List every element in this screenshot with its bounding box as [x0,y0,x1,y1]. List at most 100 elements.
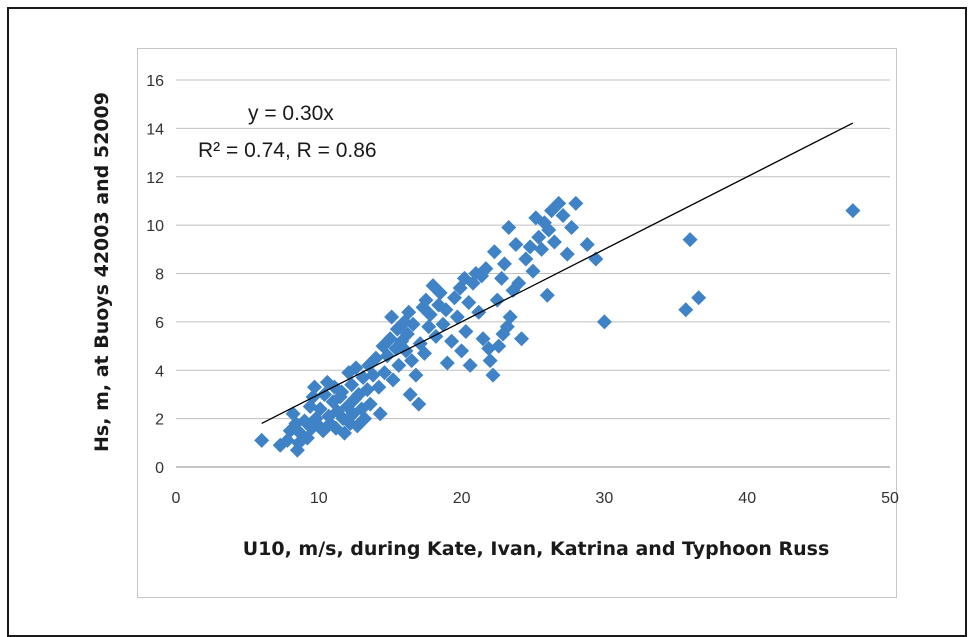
x-tick-label: 20 [453,490,471,507]
data-point [678,302,694,318]
data-point [461,295,477,311]
y-tick-label: 16 [146,73,164,90]
data-point [372,406,388,422]
x-tick-label: 10 [310,490,328,507]
data-point [416,345,432,361]
data-point [382,331,398,347]
data-point [408,367,424,383]
data-point [344,377,360,393]
data-point [481,340,497,356]
x-axis-title: U10, m/s, during Kate, Ivan, Katrina and… [243,538,830,560]
data-point [518,251,534,267]
data-point [511,275,527,291]
data-point [496,256,512,272]
data-point [541,222,557,238]
data-point [385,372,401,388]
y-tick-label: 2 [155,412,164,429]
y-axis-title: Hs, m, at Buoys 42003 and 52009 [91,92,113,452]
x-tick-label: 40 [738,490,756,507]
data-point [432,285,448,301]
data-point [514,331,530,347]
data-point [362,396,378,412]
data-point [478,261,494,277]
data-point [379,348,395,364]
data-point [337,425,353,441]
data-point [486,244,502,260]
data-point [551,195,567,211]
r-squared-label: R² = 0.74, R = 0.86 [198,139,377,162]
data-point [307,379,323,395]
data-point [475,331,491,347]
data-point [391,357,407,373]
data-point [568,195,584,211]
data-point [446,290,462,306]
y-tick-label: 14 [146,121,164,138]
data-point [422,307,438,323]
data-point [421,319,437,335]
trendline [261,122,854,425]
data-point [501,220,517,236]
data-point [546,234,562,250]
data-point [356,411,372,427]
data-point [404,353,420,369]
data-point [564,220,580,236]
data-point [845,203,861,219]
data-point [539,287,555,303]
data-point [449,309,465,325]
data-point [499,319,515,335]
data-point [531,229,547,245]
data-point [471,304,487,320]
data-point [317,386,333,402]
y-tick-label: 0 [155,460,164,477]
data-point [691,290,707,306]
data-point [438,302,454,318]
data-point [559,246,575,262]
data-point [254,432,270,448]
data-point [435,316,451,332]
y-tick-label: 4 [155,363,164,380]
data-point [444,333,460,349]
data-point [494,270,510,286]
data-point [418,292,434,308]
x-tick-label: 30 [596,490,614,507]
data-point [384,309,400,325]
x-tick-labels: 0 10 20 30 40 50 [172,490,899,507]
data-point [368,350,384,366]
data-point [458,324,474,340]
data-point [489,292,505,308]
data-point [482,353,498,369]
data-point [402,386,418,402]
y-tick-label: 12 [146,170,164,187]
data-point [348,360,364,376]
chart-area [137,48,897,598]
data-point [502,309,518,325]
data-point [596,314,612,330]
y-tick-labels: 0 2 4 6 8 10 12 14 16 [146,73,164,477]
data-point [312,401,328,417]
data-point [555,207,571,223]
equation-label: y = 0.30x [248,102,334,125]
data-point [371,379,387,395]
data-point [376,365,392,381]
data-point [485,367,501,383]
data-point [454,343,470,359]
y-tick-label: 8 [155,267,164,284]
data-point [682,232,698,248]
data-point [405,316,421,332]
data-point [334,384,350,400]
y-tick-label: 10 [146,218,164,235]
x-tick-label: 50 [881,490,899,507]
data-point [439,355,455,371]
data-point [365,367,381,383]
data-point [522,239,538,255]
x-tick-label: 0 [172,490,181,507]
data-point [401,304,417,320]
data-point [579,236,595,252]
data-point [399,326,415,342]
data-point [359,382,375,398]
data-point [491,338,507,354]
data-point [534,241,550,257]
y-tick-label: 6 [155,315,164,332]
data-point [525,263,541,279]
